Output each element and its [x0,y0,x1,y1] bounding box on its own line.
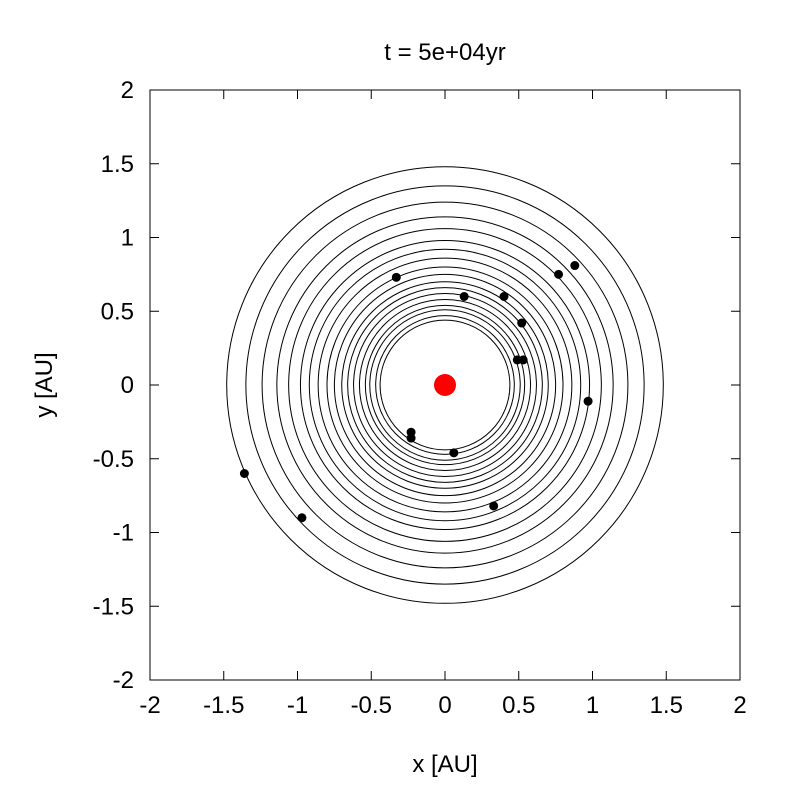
x-tick-label: -2 [139,692,160,719]
body-point [391,272,401,282]
body-point [517,318,527,328]
orbit-ring [347,287,543,483]
y-axis-label: y [AU] [31,352,58,417]
body-point [239,469,249,478]
x-tick-label: 1.5 [650,692,683,719]
orbit-ring [341,281,549,489]
body-point [297,513,307,523]
orbit-ring [353,293,537,477]
body-point [449,448,459,458]
body-point [518,355,528,365]
x-axis-label: x [AU] [412,751,477,778]
orbit-rings [226,166,664,604]
y-axis-ticks: -2 -1.5 -1 -0.5 0 0.5 1 1.5 2 [93,77,740,694]
x-tick-label: 1 [586,692,599,719]
y-tick-label: -0.5 [93,446,134,473]
body-points [239,261,593,523]
orbit-ring [369,309,521,461]
y-tick-label: -1.5 [93,593,134,620]
body-point [499,292,509,301]
y-tick-label: 1.5 [101,151,134,178]
x-tick-label: -0.5 [351,692,392,719]
orbit-ring [364,304,526,466]
body-point [583,396,593,406]
orbit-ring [261,201,629,569]
x-tick-label: 0.5 [502,692,535,719]
chart-title: t = 5e+04yr [384,39,505,66]
orbit-ring [245,185,645,585]
orbit-ring [379,319,511,451]
y-tick-label: -2 [113,667,134,694]
central-star-layer [434,374,456,396]
x-tick-label: -1 [287,692,308,719]
central-star [434,374,456,396]
orbit-ring [333,273,557,497]
y-tick-label: 0.5 [101,298,134,325]
x-tick-label: 2 [733,692,746,719]
orbit-ring [226,166,664,604]
orbit-ring [375,315,515,455]
y-tick-label: 0 [121,372,134,399]
orbit-ring [308,248,582,522]
body-point [489,501,499,511]
x-tick-label: -1.5 [203,692,244,719]
body-point [406,433,416,443]
orbit-ring [299,239,591,531]
x-axis-ticks: -2 -1.5 -1 -0.5 0 0.5 1 1.5 2 [139,90,747,719]
orbit-ring [288,228,602,542]
y-tick-label: 2 [121,77,134,104]
orbit-ring [276,216,614,554]
x-tick-label: 0 [438,692,451,719]
body-point [570,261,580,271]
orbit-ring [358,298,532,472]
orbit-ring [326,266,564,504]
orbit-ring [317,257,573,513]
y-tick-label: -1 [113,520,134,547]
body-point [459,292,469,301]
body-point [554,269,564,279]
y-tick-label: 1 [121,225,134,252]
